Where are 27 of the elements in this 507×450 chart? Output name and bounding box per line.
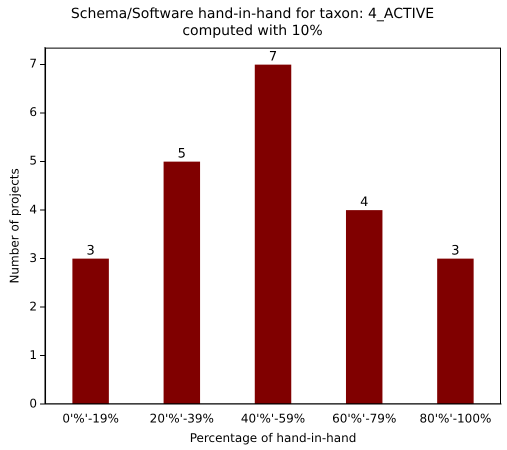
chart-title: Schema/Software hand-in-hand for taxon: 4_ACTIVE <box>70 6 434 22</box>
y-tick-label: 2 <box>29 299 38 314</box>
y-tick-label: 4 <box>29 202 38 216</box>
data-label: 7 <box>268 49 278 64</box>
x-tick-label: 80'%'-100% <box>419 412 492 426</box>
bar <box>164 162 200 404</box>
x-tick-label: 0'%'-19% <box>62 412 119 426</box>
y-tick-label: 0 <box>29 396 38 410</box>
data-label: 4 <box>360 195 368 210</box>
data-label: 3 <box>86 244 95 259</box>
bar <box>437 258 474 404</box>
y-tick-label: 3 <box>29 250 38 265</box>
chart-subtitle: computed with 10% <box>182 22 323 39</box>
y-tick-label: 1 <box>29 348 38 362</box>
y-tick-label: 7 <box>29 56 38 71</box>
y-tick-label: 5 <box>29 154 38 168</box>
bar <box>254 64 292 404</box>
bar <box>346 210 382 404</box>
x-tick-label: 20'%'-39% <box>150 412 214 426</box>
y-tick-label: 6 <box>29 105 38 120</box>
x-axis-title: Percentage of hand-in-hand <box>190 430 356 445</box>
x-tick-label: 60'%'-79% <box>332 412 396 426</box>
x-tick-label: 40'%'-59% <box>240 412 306 426</box>
y-axis-title: Number of projects <box>7 168 22 284</box>
data-label: 3 <box>451 244 460 259</box>
data-label: 5 <box>178 146 186 162</box>
bar <box>72 258 109 404</box>
